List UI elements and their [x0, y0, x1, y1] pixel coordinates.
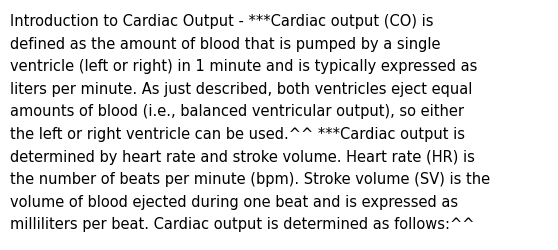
Text: Introduction to Cardiac Output - ***Cardiac output (CO) is: Introduction to Cardiac Output - ***Card… — [10, 14, 434, 29]
Text: determined by heart rate and stroke volume. Heart rate (HR) is: determined by heart rate and stroke volu… — [10, 149, 475, 164]
Text: amounts of blood (i.e., balanced ventricular output), so either: amounts of blood (i.e., balanced ventric… — [10, 104, 464, 119]
Text: defined as the amount of blood that is pumped by a single: defined as the amount of blood that is p… — [10, 36, 440, 52]
Text: the number of beats per minute (bpm). Stroke volume (SV) is the: the number of beats per minute (bpm). St… — [10, 172, 490, 186]
Text: ventricle (left or right) in 1 minute and is typically expressed as: ventricle (left or right) in 1 minute an… — [10, 59, 478, 74]
Text: the left or right ventricle can be used.^^ ***Cardiac output is: the left or right ventricle can be used.… — [10, 126, 465, 142]
Text: milliliters per beat. Cardiac output is determined as follows:^^: milliliters per beat. Cardiac output is … — [10, 216, 474, 232]
Text: volume of blood ejected during one beat and is expressed as: volume of blood ejected during one beat … — [10, 194, 458, 209]
Text: liters per minute. As just described, both ventricles eject equal: liters per minute. As just described, bo… — [10, 82, 473, 96]
